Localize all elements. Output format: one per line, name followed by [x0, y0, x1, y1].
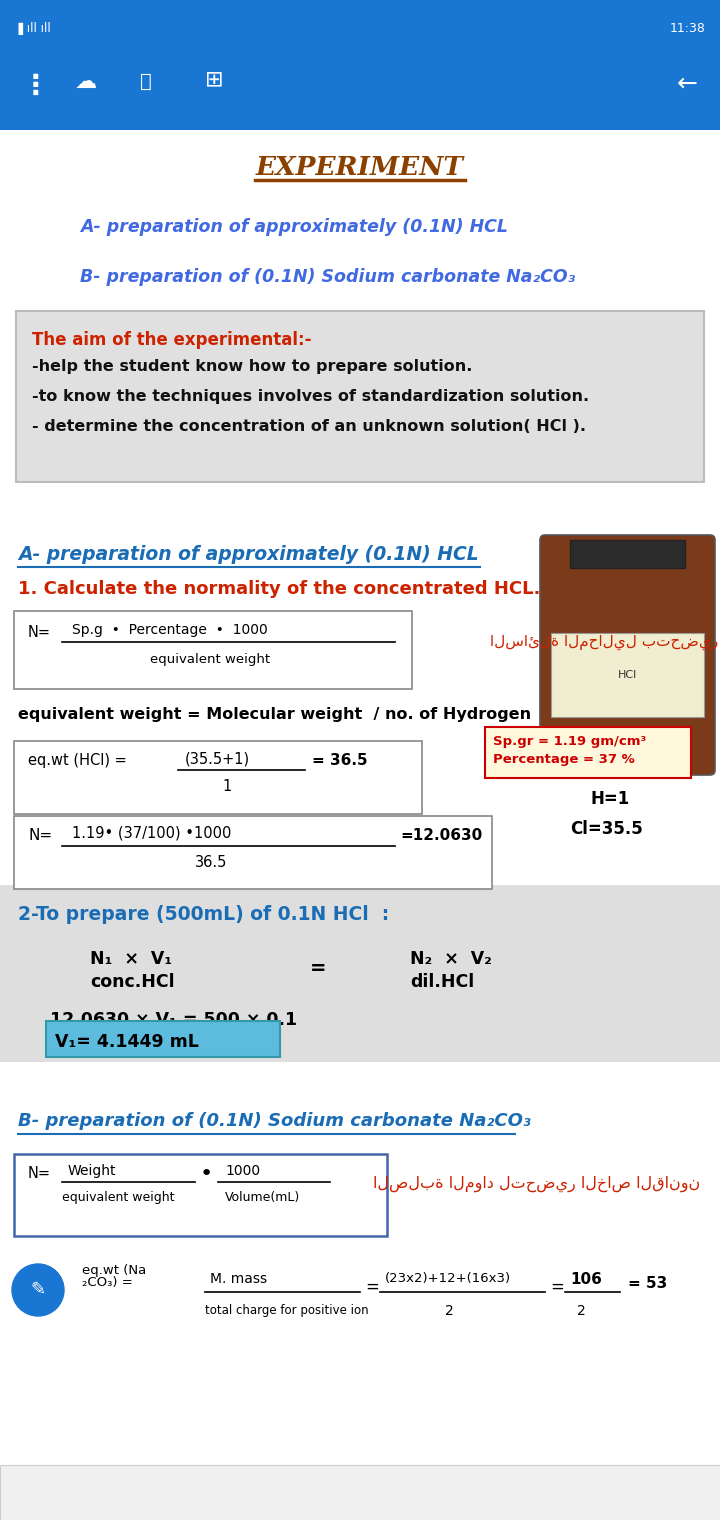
Text: ○: ○ — [350, 1480, 370, 1505]
Text: =: = — [365, 1278, 379, 1297]
Text: M. mass: M. mass — [210, 1272, 267, 1286]
FancyBboxPatch shape — [540, 535, 715, 775]
FancyBboxPatch shape — [14, 742, 422, 815]
Text: 2: 2 — [577, 1304, 586, 1318]
Text: 1. Calculate the normality of the concentrated HCL.: 1. Calculate the normality of the concen… — [18, 581, 541, 597]
Text: A- preparation of approximately (0.1N) HCL: A- preparation of approximately (0.1N) H… — [80, 217, 508, 236]
Text: Percentage = 37 %: Percentage = 37 % — [493, 752, 635, 766]
Text: equivalent weight: equivalent weight — [150, 654, 270, 666]
Text: 🔍: 🔍 — [140, 71, 152, 91]
Text: B- preparation of (0.1N) Sodium carbonate Na₂CO₃: B- preparation of (0.1N) Sodium carbonat… — [80, 268, 575, 286]
Text: conc.HCl: conc.HCl — [90, 973, 175, 991]
Text: N₁  ×  V₁: N₁ × V₁ — [90, 950, 172, 968]
Text: ⋮: ⋮ — [22, 71, 50, 100]
Text: •: • — [200, 1164, 213, 1184]
Text: eq.wt (Na: eq.wt (Na — [82, 1265, 146, 1277]
Text: 11:38: 11:38 — [670, 21, 706, 35]
Text: 1.19• (37/100) •1000: 1.19• (37/100) •1000 — [72, 825, 231, 841]
Text: Sp.g  •  Percentage  •  1000: Sp.g • Percentage • 1000 — [72, 623, 268, 637]
Text: 106: 106 — [570, 1272, 602, 1287]
Text: السائلة المحاليل بتحضير الخاص القانون: السائلة المحاليل بتحضير الخاص القانون — [490, 635, 720, 651]
FancyBboxPatch shape — [46, 1021, 280, 1056]
Text: ₂CO₃) =: ₂CO₃) = — [82, 1275, 132, 1289]
Text: ❯: ❯ — [529, 1480, 551, 1505]
Text: = 36.5: = 36.5 — [312, 752, 368, 768]
Text: equivalent weight = Molecular weight  / no. of Hydrogen: equivalent weight = Molecular weight / n… — [18, 707, 531, 722]
FancyBboxPatch shape — [0, 0, 720, 131]
Text: equivalent weight: equivalent weight — [62, 1192, 174, 1204]
Text: Weight: Weight — [68, 1164, 117, 1178]
Text: = 53: = 53 — [628, 1275, 667, 1290]
FancyBboxPatch shape — [16, 312, 704, 482]
Text: 36.5: 36.5 — [195, 854, 228, 869]
Text: 2-To prepare (500mL) of 0.1N HCl  :: 2-To prepare (500mL) of 0.1N HCl : — [18, 904, 390, 924]
Text: =: = — [310, 959, 326, 977]
Text: |||: ||| — [167, 1480, 193, 1505]
FancyBboxPatch shape — [14, 1154, 387, 1236]
Text: N=: N= — [28, 625, 51, 640]
Text: -help the student know how to prepare solution.: -help the student know how to prepare so… — [32, 359, 472, 374]
Text: الصلبة المواد لتحضير الخاص القانون: الصلبة المواد لتحضير الخاص القانون — [373, 1176, 700, 1192]
Text: ←: ← — [677, 71, 698, 96]
Text: Sp.gr = 1.19 gm/cm³: Sp.gr = 1.19 gm/cm³ — [493, 736, 647, 748]
Text: ✎: ✎ — [30, 1281, 45, 1300]
Text: H=1: H=1 — [590, 790, 629, 809]
Text: ▐ ıll ıll: ▐ ıll ıll — [14, 21, 50, 35]
FancyBboxPatch shape — [14, 816, 492, 889]
FancyBboxPatch shape — [0, 1465, 720, 1520]
Text: ☁: ☁ — [75, 71, 97, 93]
Text: eq.wt (HCl) =: eq.wt (HCl) = — [28, 752, 127, 768]
Text: =: = — [550, 1278, 564, 1297]
Text: =12.0630: =12.0630 — [400, 828, 482, 844]
Text: total charge for positive ion: total charge for positive ion — [205, 1304, 369, 1316]
Text: Cl=35.5: Cl=35.5 — [570, 819, 643, 838]
Text: (23x2)+12+(16x3): (23x2)+12+(16x3) — [385, 1272, 511, 1284]
Text: - determine the concentration of an unknown solution( HCl ).: - determine the concentration of an unkn… — [32, 420, 586, 435]
FancyBboxPatch shape — [14, 611, 412, 689]
Text: 12.0630 × V₁ = 500 × 0.1: 12.0630 × V₁ = 500 × 0.1 — [50, 1011, 297, 1029]
Text: Volume(mL): Volume(mL) — [225, 1192, 300, 1204]
Text: N=: N= — [28, 1166, 51, 1181]
FancyBboxPatch shape — [570, 540, 685, 568]
Text: A- preparation of approximately (0.1N) HCL: A- preparation of approximately (0.1N) H… — [18, 546, 479, 564]
Text: V₁= 4.1449 mL: V₁= 4.1449 mL — [55, 1034, 199, 1050]
Circle shape — [12, 1265, 64, 1316]
Text: B- preparation of (0.1N) Sodium carbonate Na₂CO₃: B- preparation of (0.1N) Sodium carbonat… — [18, 1113, 531, 1129]
Text: 1: 1 — [222, 778, 231, 793]
Text: 1000: 1000 — [225, 1164, 260, 1178]
FancyBboxPatch shape — [0, 885, 720, 1062]
Text: N=: N= — [28, 828, 52, 844]
FancyBboxPatch shape — [551, 632, 704, 717]
Text: The aim of the experimental:-: The aim of the experimental:- — [32, 331, 312, 350]
Text: -to know the techniques involves of standardization solution.: -to know the techniques involves of stan… — [32, 389, 589, 404]
Text: HCl: HCl — [618, 670, 637, 679]
Text: 2: 2 — [445, 1304, 454, 1318]
Text: (35.5+1): (35.5+1) — [185, 751, 250, 766]
Text: EXPERIMENT: EXPERIMENT — [256, 155, 464, 179]
Text: ⊞: ⊞ — [205, 70, 224, 90]
Text: N₂  ×  V₂: N₂ × V₂ — [410, 950, 492, 968]
Text: dil.HCl: dil.HCl — [410, 973, 474, 991]
FancyBboxPatch shape — [485, 727, 691, 778]
